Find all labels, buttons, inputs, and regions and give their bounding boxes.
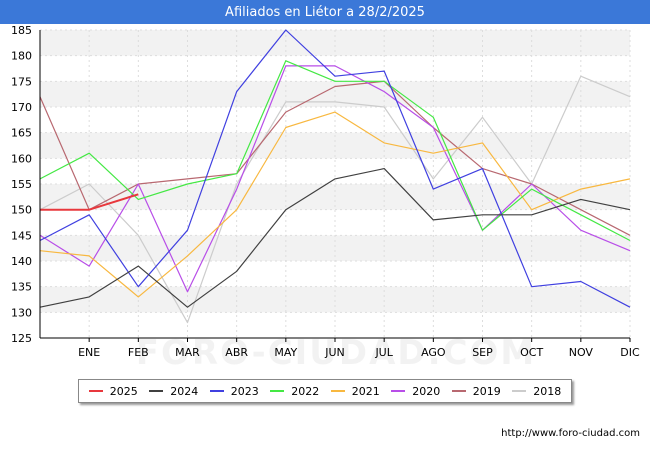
y-tick-label: 155	[11, 178, 32, 191]
y-tick-label: 140	[11, 255, 32, 268]
legend-label: 2022	[291, 384, 320, 398]
legend-item-2024: 2024	[149, 385, 198, 398]
series-line-2024	[39, 168, 631, 308]
y-tick-label: 135	[11, 281, 32, 294]
series-line-2021	[39, 111, 631, 298]
legend-item-2021: 2021	[330, 384, 380, 398]
y-tick-label: 185	[11, 24, 32, 37]
legend-swatch	[209, 390, 224, 392]
x-tick-label: DIC	[620, 346, 640, 359]
x-tick-label: OCT	[520, 346, 543, 359]
legend-item-2022: 2022	[270, 385, 319, 398]
x-tick-label: ENE	[78, 346, 100, 359]
x-tick-label: ABR	[225, 346, 248, 359]
plot-band	[40, 235, 630, 261]
y-tick-label: 180	[11, 50, 32, 63]
legend-swatch	[88, 390, 103, 392]
y-tick-label: 160	[11, 152, 32, 165]
y-tick-label: 150	[11, 204, 32, 217]
source-link[interactable]: http://www.foro-ciudad.com	[501, 428, 640, 439]
legend-item-2023: 2023	[209, 384, 259, 398]
legend-swatch	[330, 390, 345, 392]
legend-item-2025: 2025	[88, 384, 138, 398]
legend-swatch	[149, 390, 164, 392]
x-tick-label: AGO	[421, 346, 446, 359]
legend-label: 2025	[109, 384, 138, 398]
title-bar: Afiliados en Liétor a 28/2/2025	[0, 0, 650, 24]
x-tick-label: JUN	[324, 346, 345, 359]
legend-swatch	[270, 390, 285, 392]
y-tick-labels: 125 130 135 140 145 150 155 160 165 170 175 180 185	[11, 24, 32, 345]
series-line-2025	[40, 193, 139, 211]
legend-item-2019: 2019	[451, 384, 501, 398]
legend-label: 2021	[351, 384, 380, 398]
x-tick-label: JUL	[374, 346, 393, 359]
series-line-2023	[39, 29, 631, 308]
y-tick-label: 130	[11, 306, 32, 319]
legend-swatch	[391, 390, 406, 392]
series-lines	[39, 29, 631, 324]
legend-label: 2020	[412, 384, 441, 398]
x-tick-label: MAR	[175, 346, 200, 359]
legend-swatch	[451, 390, 466, 392]
chart-title: Afiliados en Liétor a 28/2/2025	[225, 4, 425, 20]
x-tick-label: MAY	[274, 346, 297, 359]
series-line-2022	[39, 60, 631, 242]
legend-item-2020: 2020	[391, 385, 440, 398]
legend-item-2018: 2018	[512, 385, 561, 398]
y-tick-label: 175	[11, 75, 32, 88]
legend-swatch	[512, 390, 527, 392]
legend-label: 2018	[533, 384, 562, 398]
x-tick-label: FEB	[128, 346, 149, 359]
series-line-2020	[39, 65, 631, 293]
axes	[39, 30, 631, 342]
x-tick-label: NOV	[569, 346, 594, 359]
y-tick-label: 145	[11, 229, 32, 242]
x-tick-label: SEP	[472, 346, 493, 359]
legend-label: 2024	[170, 384, 199, 398]
legend-label: 2019	[472, 384, 501, 398]
y-tick-label: 125	[11, 332, 32, 345]
x-tick-labels: ENE FEB MAR ABR MAY JUN JUL AGO SEP OCT NOV DIC	[78, 346, 640, 359]
y-tick-label: 165	[11, 127, 32, 140]
legend: 2025 2024 2023 2022 2021 2020 2019 2018	[78, 379, 572, 403]
legend-label: 2023	[230, 384, 259, 398]
y-tick-label: 170	[11, 101, 32, 114]
